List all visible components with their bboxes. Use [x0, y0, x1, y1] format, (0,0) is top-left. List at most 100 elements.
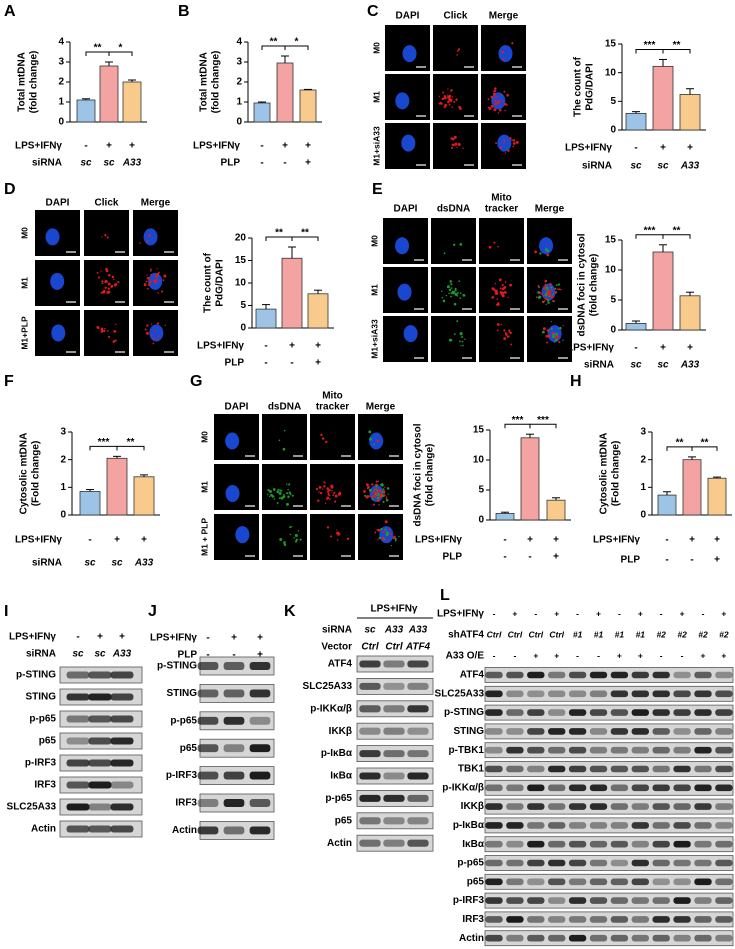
signal-dot — [294, 534, 298, 537]
signal-dot — [551, 335, 555, 339]
blot-band — [673, 859, 691, 867]
blot-band — [197, 716, 219, 725]
signal-dot — [505, 104, 507, 106]
blot-band — [110, 781, 134, 789]
signal-dot — [325, 440, 328, 444]
blot-band — [407, 660, 429, 668]
micrograph — [479, 218, 524, 264]
signal-dot — [366, 483, 369, 487]
condition-value: - — [634, 343, 637, 354]
signal-dot — [382, 530, 386, 534]
y-tick-label: 5 — [610, 295, 616, 306]
condition-label: PLP — [221, 158, 241, 169]
blot-band — [527, 916, 545, 923]
blot-band — [66, 825, 90, 833]
signal-dot — [562, 325, 564, 327]
band-label: ATF4 — [460, 670, 485, 681]
blot-band — [527, 671, 545, 679]
signal-dot — [100, 270, 102, 272]
significance-bracket — [108, 51, 133, 56]
signal-dot — [450, 100, 453, 102]
signal-dot — [549, 289, 552, 292]
blot-strip — [356, 767, 434, 785]
signal-dot — [370, 495, 374, 498]
signal-dot — [322, 488, 324, 490]
blot-strip — [356, 722, 434, 740]
bar — [122, 81, 142, 123]
signal-dot — [106, 291, 109, 294]
signal-dot — [454, 292, 458, 296]
signal-dot — [507, 149, 510, 152]
signal-dot — [451, 292, 454, 295]
blot-band — [694, 897, 712, 904]
panel-letter: A — [4, 3, 16, 20]
condition-value: #2 — [719, 629, 729, 639]
blot-band — [694, 671, 712, 679]
blot-band — [223, 826, 245, 835]
signal-dot — [385, 497, 388, 500]
signal-dot — [385, 498, 389, 502]
signal-dot — [104, 234, 107, 237]
blot-band — [694, 728, 712, 735]
signal-dot — [113, 278, 115, 281]
blot-band — [359, 660, 381, 668]
signal-dot — [110, 284, 114, 288]
blot-strip — [484, 798, 734, 815]
signal-dot — [161, 290, 164, 293]
band-label: p-STING — [16, 670, 56, 681]
blot-band — [694, 840, 712, 848]
signal-dot — [379, 494, 382, 498]
signal-dot — [558, 341, 561, 344]
band-label: p-STING — [444, 707, 484, 718]
signal-dot — [276, 490, 279, 493]
blot-band — [485, 728, 503, 735]
signal-dot — [501, 283, 504, 286]
significance-label: *** — [512, 415, 524, 426]
signal-dot — [283, 429, 286, 432]
signal-dot — [498, 109, 501, 112]
blot-band — [631, 709, 649, 716]
signal-dot — [150, 270, 152, 272]
blot-band — [589, 934, 608, 942]
y-axis-label: PdG/DAPI — [215, 259, 226, 306]
signal-dot — [459, 297, 462, 300]
blot-band — [652, 746, 670, 754]
blot-band — [631, 784, 649, 792]
blot-band — [110, 671, 134, 679]
signal-dot — [382, 488, 385, 491]
condition-value: + — [660, 343, 666, 354]
signal-dot — [447, 94, 449, 96]
condition-label: LPS+IFNγ — [415, 535, 462, 546]
micrograph — [310, 414, 355, 460]
blot-band — [407, 817, 429, 825]
signal-dot — [497, 112, 500, 114]
blot-band — [485, 690, 503, 698]
condition-value: A33 — [122, 158, 142, 169]
signal-dot — [535, 296, 538, 299]
band-label: p65 — [335, 815, 353, 826]
signal-dot — [329, 498, 331, 500]
signal-dot — [497, 245, 499, 248]
condition-value: - — [660, 650, 663, 660]
blot-band — [197, 799, 219, 807]
signal-dot — [373, 494, 377, 498]
blot-strip — [356, 812, 434, 830]
blot-band — [610, 709, 629, 716]
panel-letter: F — [4, 373, 14, 390]
blot-band — [568, 803, 587, 810]
band-label: p65 — [467, 876, 485, 887]
blot-band — [548, 728, 566, 735]
signal-dot — [448, 292, 450, 294]
blot-band — [506, 690, 524, 698]
signal-dot — [381, 536, 385, 540]
signal-dot — [458, 106, 462, 110]
signal-dot — [545, 303, 547, 306]
signal-dot — [393, 535, 396, 539]
signal-dot — [373, 503, 376, 506]
signal-dot — [456, 54, 458, 56]
signal-dot — [369, 437, 372, 441]
blot-band — [407, 772, 429, 780]
blot-band — [249, 689, 271, 698]
signal-dot — [383, 494, 386, 497]
blot-band — [610, 916, 629, 923]
